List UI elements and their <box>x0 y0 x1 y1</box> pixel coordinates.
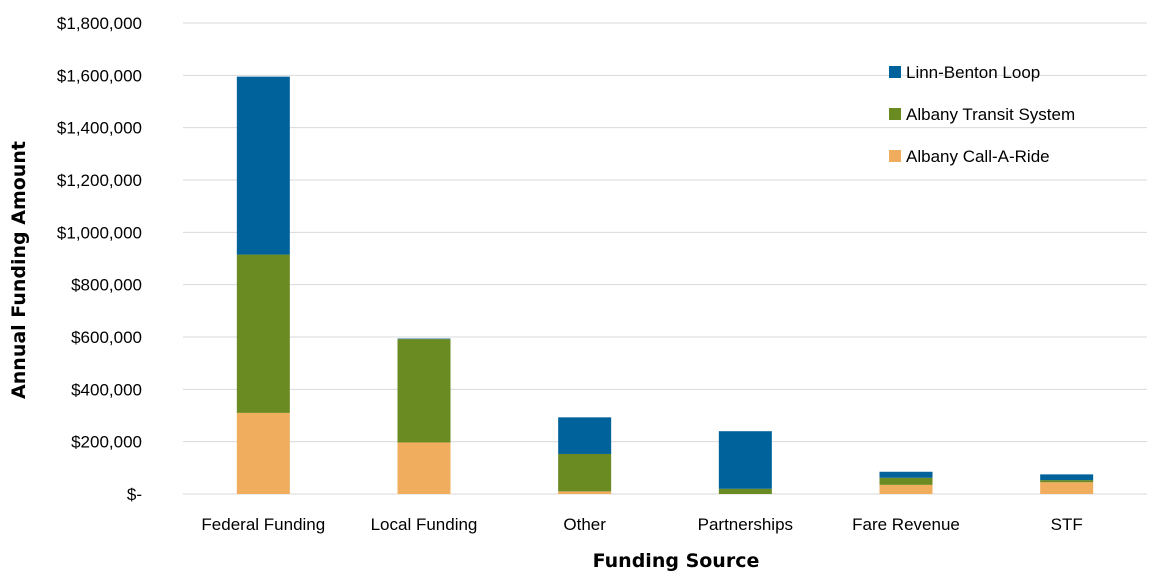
y-tick-label: $1,800,000 <box>57 14 142 33</box>
bar-segment <box>879 484 933 494</box>
legend-swatch <box>889 108 901 120</box>
bar-segment <box>1040 474 1094 481</box>
bar-segment <box>558 417 612 454</box>
y-tick-label: $800,000 <box>71 276 142 295</box>
legend-label: Albany Call-A-Ride <box>906 147 1050 166</box>
bar-segment <box>718 431 772 489</box>
bar-segment <box>236 254 290 413</box>
legend-swatch <box>889 150 901 162</box>
legend-swatch <box>889 66 901 78</box>
bar-segment <box>397 339 451 443</box>
bars <box>236 76 1094 494</box>
y-tick-label: $600,000 <box>71 328 142 347</box>
x-tick-label: Other <box>563 515 606 534</box>
bar-segment <box>558 491 612 494</box>
legend: Linn-Benton Loop Albany Transit System Alb… <box>889 63 1075 166</box>
x-tick-label: Local Funding <box>371 515 478 534</box>
bar-segment <box>1040 480 1094 483</box>
x-tick-label: Partnerships <box>698 515 793 534</box>
y-axis-title: Annual Funding Amount <box>8 141 30 399</box>
bar-segment <box>1040 482 1094 494</box>
x-tick-label: Fare Revenue <box>852 515 960 534</box>
bar-segment <box>236 76 290 255</box>
y-tick-label: $1,400,000 <box>57 119 142 138</box>
legend-label: Linn-Benton Loop <box>906 63 1040 82</box>
y-tick-label: $1,200,000 <box>57 171 142 190</box>
y-tick-label: $- <box>127 485 142 504</box>
x-tick-label: STF <box>1051 515 1083 534</box>
x-axis-title: Funding Source <box>593 550 760 572</box>
bar-segment <box>558 453 612 492</box>
y-axis-tick-labels: $- $200,000 $400,000 $600,000 $800,000 $1,000… <box>57 14 142 504</box>
legend-label: Albany Transit System <box>906 105 1075 124</box>
bar-segment <box>397 338 451 340</box>
y-tick-label: $400,000 <box>71 380 142 399</box>
x-tick-label: Federal Funding <box>201 515 325 534</box>
bar-segment <box>236 412 290 494</box>
bar-segment <box>718 488 772 494</box>
bar-segment <box>879 471 933 478</box>
gridlines <box>183 22 1147 495</box>
bar-segment <box>397 442 451 494</box>
x-axis-tick-labels: Federal Funding Local Funding Other Partner… <box>201 515 1082 534</box>
y-tick-label: $200,000 <box>71 433 142 452</box>
y-tick-label: $1,600,000 <box>57 66 142 85</box>
bar-segment <box>879 477 933 485</box>
y-tick-label: $1,000,000 <box>57 223 142 242</box>
